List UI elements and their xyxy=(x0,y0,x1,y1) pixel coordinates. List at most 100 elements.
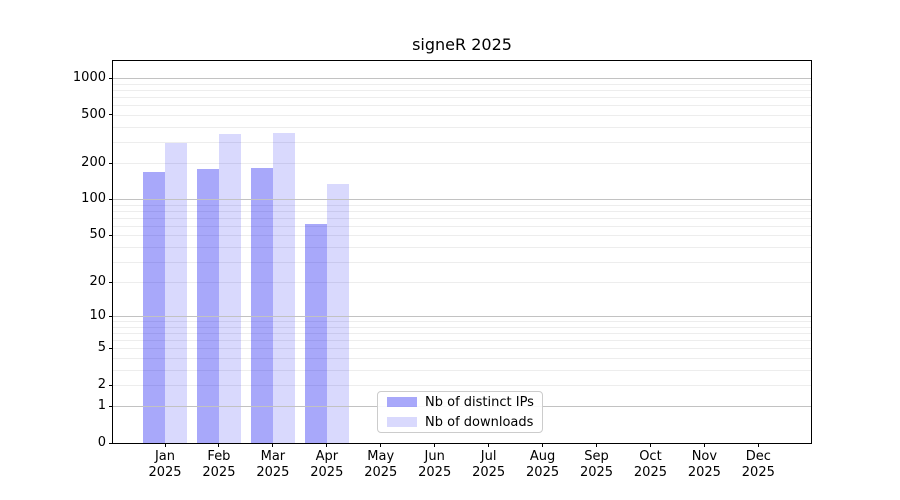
gridline-minor xyxy=(113,225,811,227)
x-tick-year: 2025 xyxy=(472,464,506,480)
gridline-minor xyxy=(113,333,811,335)
x-axis-tick-label: Dec 2025 xyxy=(726,449,790,480)
x-tick-mark xyxy=(272,443,274,447)
gridline-minor xyxy=(113,321,811,323)
gridline-major xyxy=(113,316,811,318)
gridline-minor xyxy=(113,90,811,92)
gridline-minor xyxy=(113,114,811,116)
x-tick-year: 2025 xyxy=(526,464,560,480)
legend-swatch-downloads xyxy=(387,417,417,427)
gridline-minor xyxy=(113,105,811,107)
gridline-minor xyxy=(113,327,811,328)
x-tick-mark xyxy=(542,443,544,447)
bar-distinct-ips xyxy=(250,167,273,443)
x-tick-month: Jan xyxy=(154,449,176,464)
y-axis-tick-label: 50 xyxy=(89,227,106,243)
legend: Nb of distinct IPs Nb of downloads xyxy=(377,391,543,433)
y-tick-mark xyxy=(109,162,113,164)
bar-distinct-ips xyxy=(196,168,219,443)
y-axis-tick-label: 1000 xyxy=(72,70,106,86)
y-tick-mark xyxy=(109,384,113,386)
x-axis-tick-label: Jun 2025 xyxy=(403,449,467,480)
x-tick-year: 2025 xyxy=(310,464,344,480)
x-tick-year: 2025 xyxy=(148,464,182,480)
x-tick-year: 2025 xyxy=(579,464,614,480)
gridline-minor xyxy=(113,282,811,284)
gridline-minor xyxy=(113,340,811,342)
x-axis-tick-label: Feb 2025 xyxy=(187,449,251,480)
bar-downloads xyxy=(326,184,349,443)
x-tick-month: Mar xyxy=(260,449,286,464)
x-tick-year: 2025 xyxy=(633,464,667,480)
y-tick-mark xyxy=(109,77,113,79)
gridline-minor xyxy=(113,348,811,350)
y-tick-mark xyxy=(109,315,113,317)
x-axis-tick-label: May 2025 xyxy=(349,449,413,480)
x-tick-mark xyxy=(596,443,598,447)
y-tick-mark xyxy=(109,281,113,283)
x-tick-year: 2025 xyxy=(687,464,721,480)
x-axis-tick-label: Sep 2025 xyxy=(565,449,629,480)
x-tick-month: Apr xyxy=(315,449,339,464)
bar-distinct-ips xyxy=(304,224,327,443)
gridline-minor xyxy=(113,261,811,263)
y-axis-tick-label: 2 xyxy=(97,377,106,392)
y-tick-mark xyxy=(109,347,113,349)
gridline-minor xyxy=(113,83,811,85)
y-axis-tick-label: 10 xyxy=(89,308,106,324)
legend-item-downloads: Nb of downloads xyxy=(378,413,542,431)
x-axis-tick-label: Aug 2025 xyxy=(511,449,575,480)
gridline-major xyxy=(113,78,811,80)
y-tick-mark xyxy=(109,234,113,236)
x-tick-month: Sep xyxy=(584,449,609,464)
x-tick-mark xyxy=(488,443,490,447)
gridline-minor xyxy=(113,204,811,206)
x-tick-mark xyxy=(757,443,759,447)
x-tick-year: 2025 xyxy=(741,464,775,480)
y-tick-mark xyxy=(109,405,113,407)
x-tick-year: 2025 xyxy=(202,464,236,480)
x-axis-tick-label: Mar 2025 xyxy=(241,449,305,480)
y-tick-mark xyxy=(109,114,113,116)
x-tick-month: May xyxy=(367,449,395,464)
x-tick-year: 2025 xyxy=(256,464,290,480)
x-tick-month: Oct xyxy=(639,449,662,464)
legend-label-distinct-ips: Nb of distinct IPs xyxy=(425,394,534,410)
gridline-minor xyxy=(113,126,811,128)
bar-downloads xyxy=(272,133,295,443)
x-tick-mark xyxy=(326,443,328,447)
legend-label-downloads: Nb of downloads xyxy=(425,414,534,430)
gridline-minor xyxy=(113,217,811,219)
gridline-major xyxy=(113,199,811,201)
x-tick-mark xyxy=(649,443,651,447)
y-axis-tick-label: 20 xyxy=(89,274,106,290)
gridline-minor xyxy=(113,163,811,165)
x-axis-tick-label: Oct 2025 xyxy=(618,449,682,480)
gridline-minor xyxy=(113,141,811,143)
x-axis-tick-label: Jul 2025 xyxy=(457,449,521,480)
y-axis-tick-label: 200 xyxy=(81,155,106,171)
gridline-minor xyxy=(113,246,811,248)
legend-item-distinct-ips: Nb of distinct IPs xyxy=(378,393,542,411)
gridline-minor xyxy=(113,369,811,371)
bar-downloads xyxy=(165,142,187,443)
plot-area xyxy=(113,61,811,443)
x-tick-mark xyxy=(434,443,436,447)
gridline-minor xyxy=(113,235,811,237)
x-tick-month: Jul xyxy=(480,449,497,464)
gridline-minor xyxy=(113,211,811,213)
x-tick-mark xyxy=(218,443,220,447)
x-tick-month: Jun xyxy=(424,449,445,464)
legend-swatch-distinct-ips xyxy=(387,397,417,407)
y-axis-tick-label: 0 xyxy=(97,435,106,450)
x-tick-mark xyxy=(380,443,382,447)
gridline-minor xyxy=(113,97,811,99)
gridline-minor xyxy=(113,385,811,386)
x-axis-tick-label: Nov 2025 xyxy=(672,449,736,480)
gridline-minor xyxy=(113,358,811,360)
x-tick-year: 2025 xyxy=(364,464,398,480)
y-axis-tick-label: 1 xyxy=(97,398,106,414)
bar-downloads xyxy=(218,134,241,443)
x-tick-month: Feb xyxy=(207,449,231,464)
